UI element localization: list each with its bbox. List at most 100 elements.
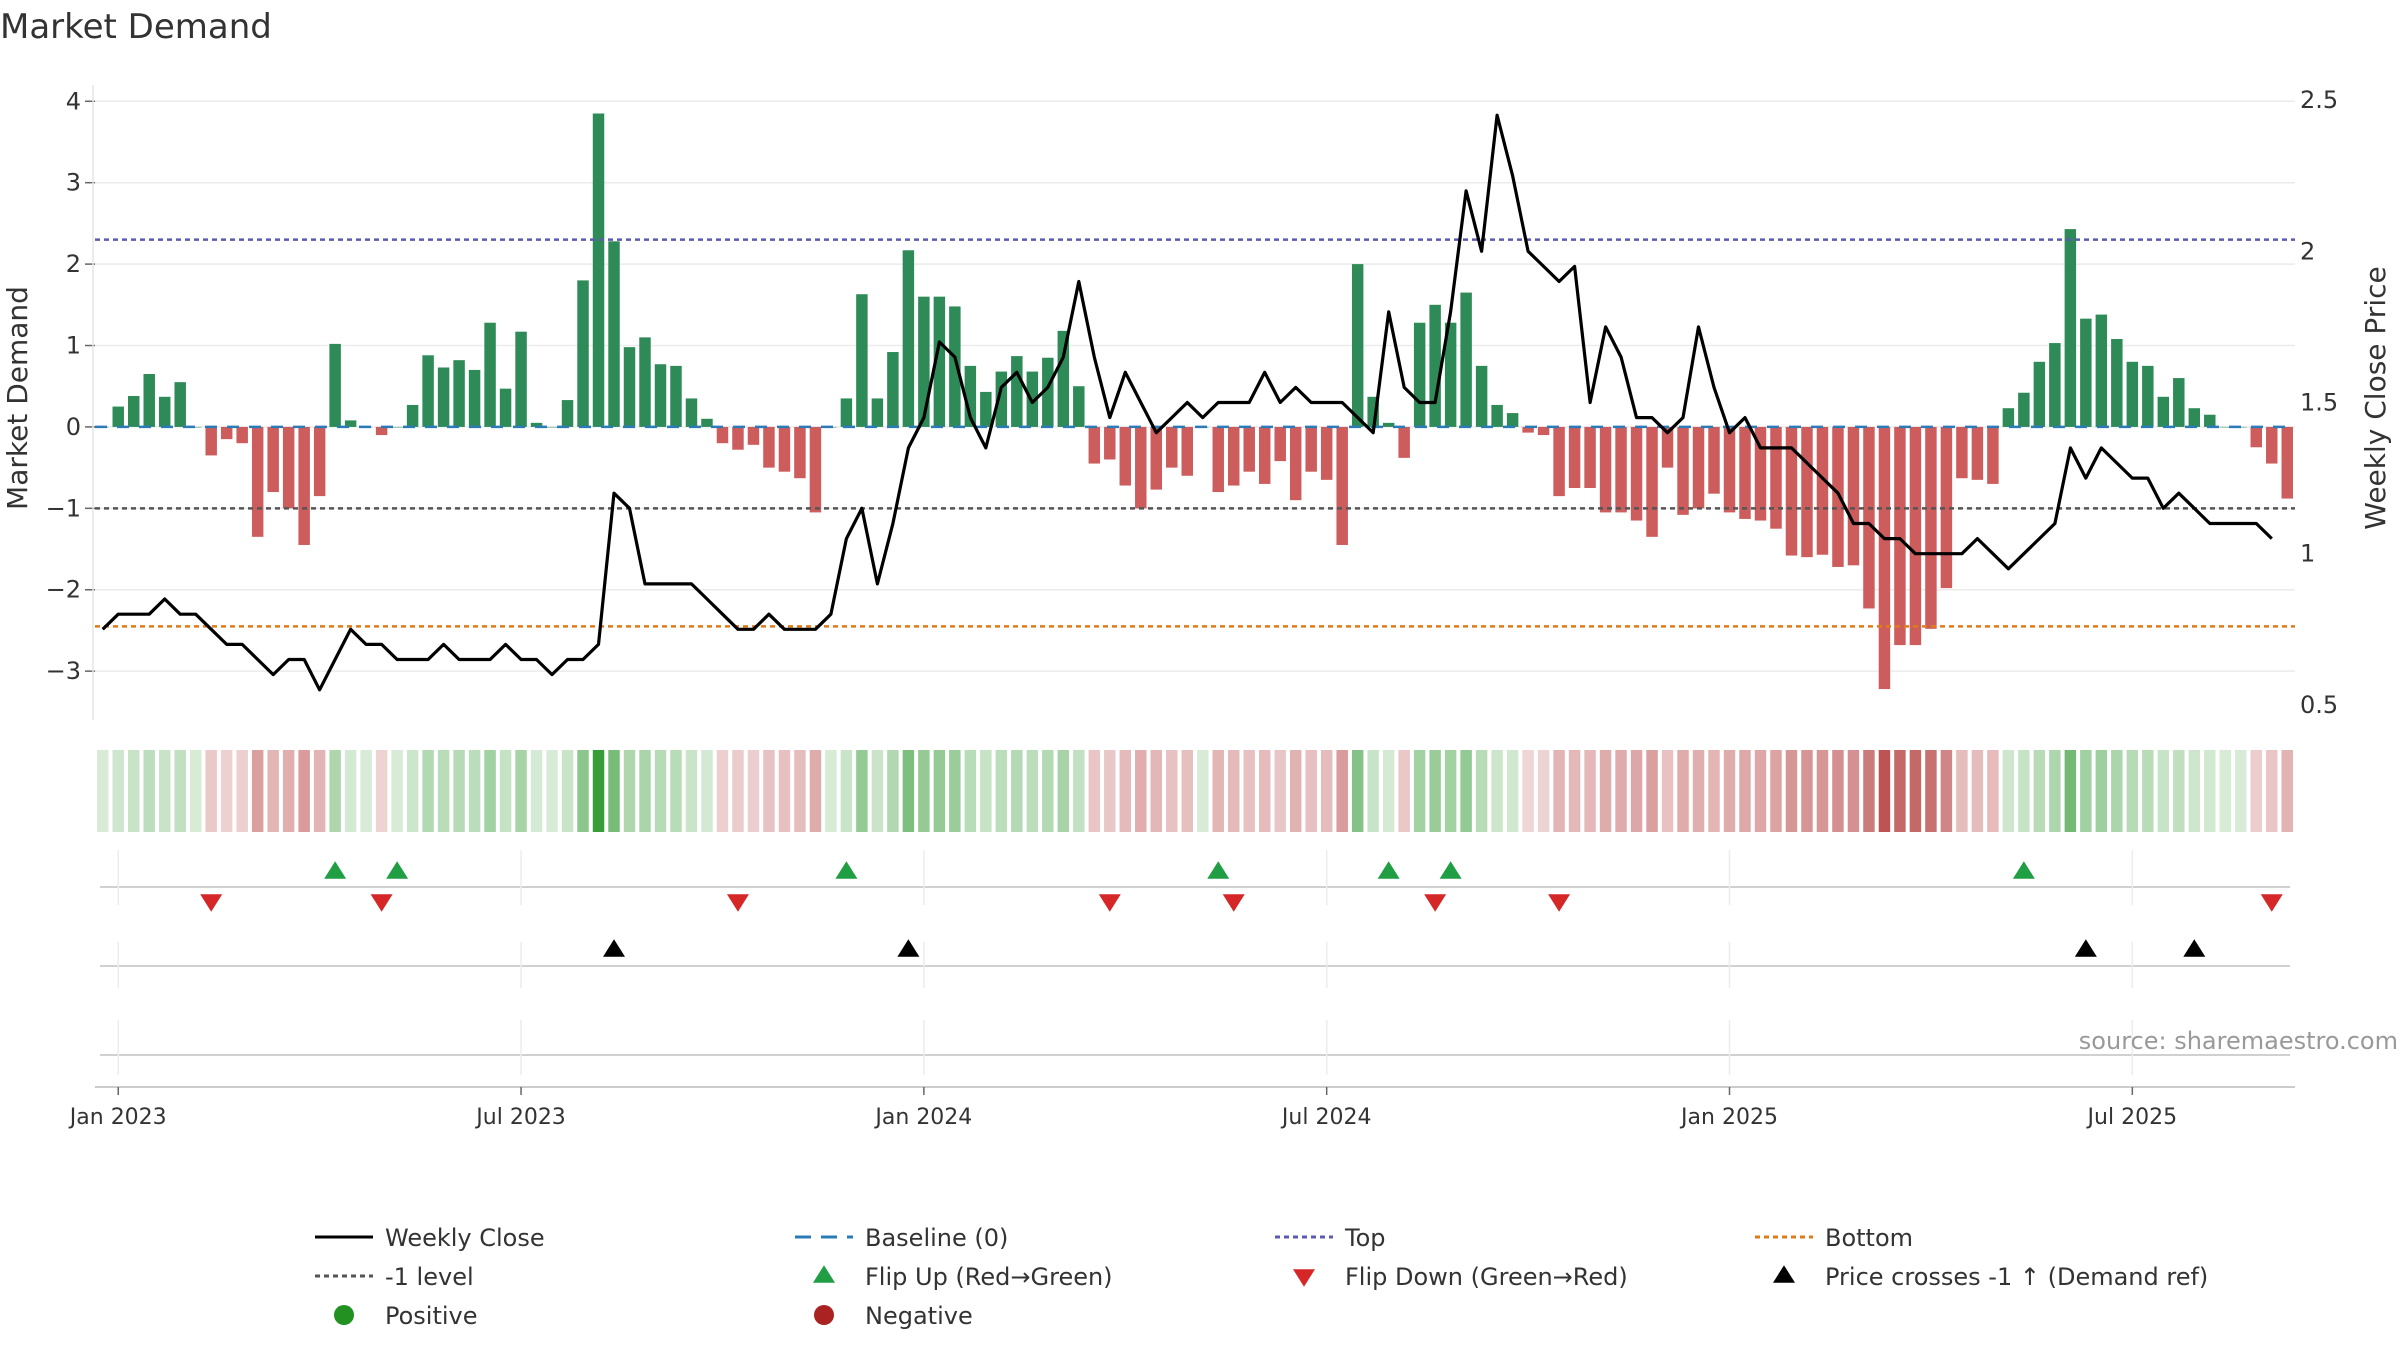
demand-bar xyxy=(1506,413,1519,427)
demand-bar xyxy=(1367,396,1379,427)
heat-cell xyxy=(1646,750,1658,832)
demand-bar xyxy=(1057,330,1070,427)
heat-cell xyxy=(530,750,543,832)
y-tick-label: 2 xyxy=(66,250,81,278)
demand-bar xyxy=(1104,426,1116,460)
heat-cell xyxy=(654,750,667,832)
heat-cell xyxy=(1615,750,1627,832)
demand-bar xyxy=(871,398,884,427)
flip-down-marker xyxy=(370,894,393,912)
heat-cell xyxy=(1444,750,1457,832)
demand-bar xyxy=(112,406,124,427)
heat-cell xyxy=(1708,750,1720,832)
legend-triangle-up-icon xyxy=(1773,1265,1795,1283)
demand-bar xyxy=(747,426,760,445)
heat-cell xyxy=(1630,750,1643,832)
demand-bar xyxy=(1677,426,1689,515)
demand-bar xyxy=(964,365,977,427)
heat-cell xyxy=(1073,750,1085,832)
demand-bar xyxy=(1258,426,1271,484)
demand-bar xyxy=(980,391,992,427)
heat-cell xyxy=(1258,750,1271,832)
price-cross-marker xyxy=(2074,939,2097,957)
legend-label: Flip Up (Red→Green) xyxy=(865,1263,1113,1291)
demand-bar xyxy=(2157,396,2170,427)
legend-item: Top xyxy=(1275,1224,1386,1252)
demand-bar xyxy=(2002,408,2015,427)
demand-bar xyxy=(2142,365,2154,427)
demand-bar xyxy=(1460,292,1472,427)
heat-cell xyxy=(2173,750,2185,832)
demand-bar xyxy=(437,367,450,427)
demand-bar xyxy=(639,337,651,427)
heat-cell xyxy=(2281,750,2293,832)
heat-cell xyxy=(1475,750,1488,832)
heat-cell xyxy=(716,750,729,832)
x-tick-label: Jan 2025 xyxy=(1679,1105,1778,1130)
demand-bar xyxy=(1119,426,1132,486)
heat-cell xyxy=(313,750,326,832)
demand-bar xyxy=(2126,361,2139,427)
price-cross-marker xyxy=(897,939,920,957)
heat-cell xyxy=(1754,750,1767,832)
reference-lines xyxy=(95,238,2295,628)
heat-cell xyxy=(1088,750,1101,832)
heat-cell xyxy=(1987,750,1999,832)
heat-cell xyxy=(747,750,760,832)
heat-cell xyxy=(1847,750,1860,832)
demand-bar xyxy=(2204,414,2216,427)
demand-bar xyxy=(205,426,217,456)
heat-cell xyxy=(2188,750,2201,832)
legend-label: Flip Down (Green→Red) xyxy=(1345,1263,1628,1291)
demand-bar xyxy=(329,343,341,427)
demand-bar xyxy=(1692,426,1705,509)
heat-cell xyxy=(1413,750,1426,832)
heat-cell xyxy=(1460,750,1472,832)
heat-cell xyxy=(1382,750,1395,832)
heat-cell xyxy=(1166,750,1178,832)
heat-cell xyxy=(1863,750,1875,832)
heat-cell xyxy=(112,750,124,832)
legend-item: Negative xyxy=(814,1302,973,1330)
heat-cell xyxy=(267,750,279,832)
heat-cell xyxy=(639,750,651,832)
heat-cell xyxy=(1135,750,1147,832)
heat-cell xyxy=(2049,750,2061,832)
heat-cell xyxy=(1243,750,1255,832)
y-tick-label: 3 xyxy=(66,169,81,197)
heat-cell xyxy=(2064,750,2077,832)
heat-cell xyxy=(422,750,434,832)
demand-bar xyxy=(2080,318,2092,427)
demand-bar xyxy=(422,355,434,427)
demand-bar xyxy=(220,426,233,440)
demand-bar xyxy=(143,374,155,427)
heat-cell xyxy=(1305,750,1317,832)
demand-bar xyxy=(1413,322,1426,427)
heat-cell xyxy=(2095,750,2108,832)
demand-bar xyxy=(515,331,527,427)
heat-cell xyxy=(406,750,419,832)
legend-item: Flip Up (Red→Green) xyxy=(813,1263,1113,1291)
flip-down-marker xyxy=(1222,894,1245,912)
heat-cell xyxy=(933,750,946,832)
price-cross-marker xyxy=(2183,939,2206,957)
axis-layer: 4 3 2 1 0 −1 −2 −3 2.5 2 1.5 1 0.5 xyxy=(46,85,2338,720)
demand-bar xyxy=(313,426,326,497)
heat-cell xyxy=(2033,750,2046,832)
demand-bar xyxy=(778,426,791,472)
heat-cell xyxy=(1119,750,1132,832)
heat-cell xyxy=(2002,750,2015,832)
legend-triangle-down-icon xyxy=(1293,1269,1315,1287)
y2-tick-label: 0.5 xyxy=(2300,691,2338,719)
heat-cell xyxy=(670,750,682,832)
demand-bar xyxy=(236,426,248,444)
demand-bar xyxy=(1181,426,1193,476)
heat-cell xyxy=(282,750,295,832)
heat-cell xyxy=(608,750,620,832)
heat-cell xyxy=(499,750,512,832)
demand-bar xyxy=(2095,314,2108,427)
demand-bar xyxy=(1785,426,1798,556)
heat-cell xyxy=(1692,750,1705,832)
heat-cell xyxy=(1057,750,1070,832)
demand-bar xyxy=(546,426,558,428)
